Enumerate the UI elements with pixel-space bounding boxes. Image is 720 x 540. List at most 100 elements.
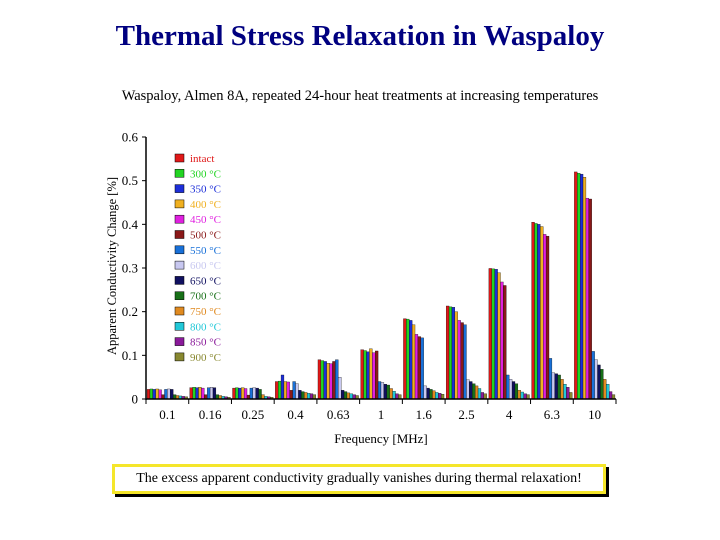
bar (534, 223, 538, 400)
bar (192, 387, 196, 400)
bar (480, 392, 485, 400)
x-ticks: 0.1 0.16 0.25 0.4 0.63 1 1.6 2.5 4 6.3 10 (145, 399, 617, 422)
bar (463, 324, 467, 400)
bar (232, 387, 236, 400)
legend-swatch (174, 291, 185, 300)
bar (338, 377, 342, 400)
legend-swatch (174, 230, 185, 239)
bar (423, 385, 427, 400)
legend-label: 400 °C (190, 199, 221, 211)
legend-label: 700 °C (190, 291, 221, 303)
legend-swatch (174, 214, 185, 224)
bar (591, 351, 595, 400)
bar (395, 393, 399, 400)
bar (554, 373, 558, 400)
bar (164, 389, 168, 400)
bar (243, 388, 248, 400)
bar (579, 173, 584, 400)
bar (503, 285, 507, 400)
legend-label: 750 °C (190, 306, 221, 318)
y-tick-label: 0.2 (122, 304, 138, 319)
x-tick-label: 0.16 (199, 407, 222, 422)
bar (543, 234, 547, 400)
bar (238, 387, 242, 400)
bar (409, 320, 413, 400)
bar (474, 385, 479, 400)
bar (594, 359, 598, 400)
bar (298, 390, 302, 400)
legend-swatch (174, 153, 185, 163)
bar (377, 381, 382, 400)
bar (477, 388, 482, 400)
bar (275, 381, 279, 400)
bar (557, 374, 561, 400)
bar (235, 387, 239, 400)
bar (603, 379, 607, 400)
bar (286, 381, 290, 400)
bar (189, 387, 193, 400)
bar (466, 379, 470, 400)
bar (497, 272, 501, 400)
x-tick-label: 1.6 (416, 407, 433, 422)
bar (277, 380, 282, 400)
bar (582, 177, 587, 400)
bar (283, 381, 288, 400)
chart-subtitle: Waspaloy, Almen 8A, repeated 24-hour hea… (121, 88, 599, 104)
bar (198, 387, 202, 400)
bar (574, 171, 578, 400)
legend-label: 500 °C (190, 230, 221, 242)
bar (343, 391, 348, 400)
bar (494, 269, 498, 400)
bar (520, 391, 524, 400)
y-tick-label: 0.6 (122, 130, 139, 145)
bar (335, 359, 339, 400)
bar (517, 390, 521, 400)
legend-label: 350 °C (190, 184, 221, 196)
bar (386, 384, 390, 400)
bar (289, 390, 293, 400)
bar (500, 281, 504, 400)
bar (346, 392, 351, 400)
x-tick-label: 6.3 (544, 407, 560, 422)
x-tick-label: 0.4 (287, 407, 304, 422)
bar (363, 350, 367, 400)
y-axis-label: Apparent Conductivity Change [%] (105, 177, 119, 355)
bar (152, 389, 156, 400)
bar (506, 374, 510, 400)
bar (411, 324, 416, 400)
legend-label: 450 °C (190, 214, 221, 226)
x-tick-label: 0.1 (159, 407, 175, 422)
x-tick-label: 1 (378, 407, 385, 422)
legend-label: 550 °C (190, 245, 221, 257)
bar (146, 389, 151, 400)
legend-label: 850 °C (190, 337, 221, 349)
y-ticks: 0 0.1 0.2 0.3 0.4 0.5 0.6 (122, 130, 146, 407)
bar (255, 387, 259, 400)
bar (280, 374, 285, 400)
bar (295, 383, 299, 400)
legend-label: 300 °C (190, 168, 221, 180)
legend-swatch (174, 245, 185, 255)
bar (545, 235, 550, 400)
bar (454, 311, 458, 400)
bar (417, 336, 421, 400)
bar (597, 364, 601, 400)
bar (460, 322, 464, 400)
legend-swatch (174, 276, 185, 285)
x-tick-label: 4 (506, 407, 513, 422)
legend-swatch (174, 352, 185, 362)
bar (158, 389, 162, 400)
bar (349, 393, 353, 400)
bar (537, 224, 541, 400)
y-tick-label: 0 (132, 392, 139, 407)
legend-label: intact (190, 153, 214, 165)
bar (560, 379, 564, 400)
bar (585, 197, 589, 400)
bar (329, 363, 333, 400)
bar (167, 388, 171, 400)
bar (403, 318, 407, 400)
x-tick-label: 2.5 (458, 407, 474, 422)
bar (292, 381, 296, 400)
bar (301, 391, 305, 400)
legend-label: 650 °C (190, 275, 221, 287)
